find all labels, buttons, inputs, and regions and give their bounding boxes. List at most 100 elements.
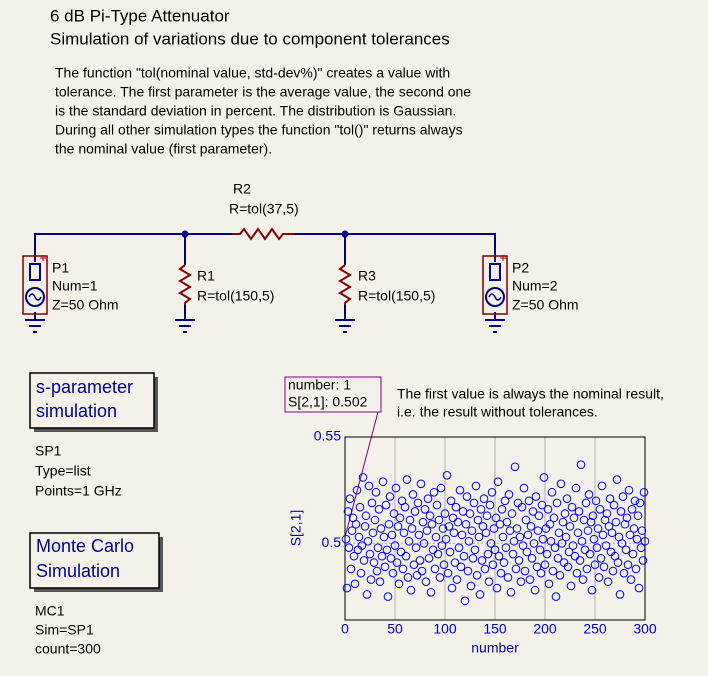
point — [510, 462, 520, 472]
point — [438, 524, 448, 533]
point — [374, 505, 384, 514]
point — [370, 515, 380, 525]
point — [400, 502, 410, 512]
point — [548, 566, 558, 576]
point — [577, 536, 587, 546]
point — [501, 543, 511, 552]
component-name: P1 — [52, 260, 69, 276]
point — [567, 502, 577, 512]
point — [511, 564, 521, 574]
point — [491, 513, 501, 523]
point — [402, 475, 412, 484]
point — [427, 519, 437, 529]
sim-title: Monte Carlo — [36, 536, 134, 556]
point — [451, 502, 461, 512]
point — [479, 494, 489, 504]
point — [607, 528, 617, 538]
component-param: Num=1 — [52, 278, 98, 294]
point — [430, 564, 440, 574]
point — [575, 556, 585, 565]
point — [595, 505, 605, 514]
point — [350, 579, 360, 589]
marker-text: number: 1 — [288, 377, 351, 393]
point — [399, 528, 409, 538]
point — [415, 556, 425, 565]
point — [597, 481, 607, 491]
point — [564, 547, 574, 557]
point — [472, 571, 482, 580]
point — [396, 547, 406, 557]
point — [425, 511, 435, 521]
point — [638, 556, 648, 565]
point — [572, 568, 582, 578]
point — [600, 515, 610, 525]
point — [488, 560, 498, 569]
component-param: R=tol(37,5) — [229, 201, 299, 217]
resistor — [178, 264, 192, 305]
point — [536, 568, 546, 578]
point — [504, 490, 514, 499]
point — [542, 549, 552, 559]
point — [446, 496, 456, 506]
point — [608, 566, 618, 576]
point — [599, 562, 609, 572]
point — [343, 507, 353, 516]
point — [482, 511, 492, 521]
x-tick-label: 100 — [433, 621, 457, 637]
point — [633, 511, 643, 521]
point — [466, 581, 476, 591]
point — [473, 515, 483, 525]
point — [414, 530, 424, 540]
point — [557, 539, 567, 548]
point — [622, 513, 632, 523]
point — [531, 492, 541, 501]
resistor — [232, 227, 295, 241]
point — [439, 560, 449, 569]
point — [351, 519, 361, 529]
point — [522, 547, 532, 557]
component-param: R=tol(150,5) — [358, 288, 435, 304]
point — [553, 553, 563, 563]
x-tick-label: 300 — [633, 621, 657, 637]
point — [560, 509, 570, 518]
point — [464, 536, 474, 546]
point — [629, 524, 639, 533]
point — [404, 536, 414, 546]
point — [540, 560, 550, 569]
point — [523, 530, 533, 540]
point — [360, 522, 370, 531]
sim-name: MC1 — [35, 603, 65, 619]
point — [544, 579, 554, 589]
marker-text: S[2,1]: 0.502 — [288, 394, 368, 410]
point — [569, 513, 579, 523]
point — [364, 481, 374, 491]
point — [477, 556, 487, 565]
point — [573, 528, 583, 538]
point — [401, 551, 411, 561]
sim-name: SP1 — [35, 443, 62, 459]
point — [368, 528, 378, 538]
point — [519, 483, 529, 493]
point — [492, 583, 502, 593]
point — [593, 524, 603, 533]
point — [487, 488, 497, 497]
marker-box — [284, 376, 382, 413]
point — [382, 545, 392, 555]
point — [346, 564, 356, 574]
point — [406, 585, 416, 595]
point — [356, 568, 366, 578]
point — [498, 532, 508, 542]
point — [347, 526, 357, 535]
point — [527, 553, 537, 563]
point — [619, 568, 629, 578]
point — [372, 566, 382, 576]
point — [598, 530, 608, 540]
point — [390, 541, 400, 550]
point — [358, 473, 368, 482]
description-line: The function "tol(nominal value, std-dev… — [55, 65, 450, 81]
point — [609, 500, 619, 510]
point — [383, 592, 393, 601]
point — [518, 541, 528, 550]
point — [631, 564, 641, 574]
